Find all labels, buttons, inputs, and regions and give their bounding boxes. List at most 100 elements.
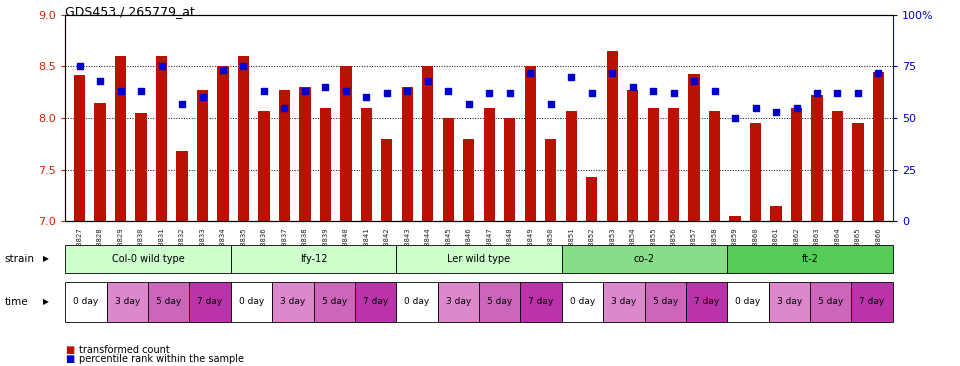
Bar xyxy=(771,206,781,221)
Bar xyxy=(340,66,351,221)
Bar xyxy=(197,90,208,221)
Point xyxy=(318,84,333,90)
Point xyxy=(789,105,804,111)
Point xyxy=(666,90,682,96)
Point xyxy=(605,70,620,75)
Bar xyxy=(791,108,803,221)
Point xyxy=(748,105,763,111)
Point xyxy=(482,90,497,96)
Text: time: time xyxy=(5,297,29,307)
Text: ■: ■ xyxy=(65,354,75,364)
Point xyxy=(215,68,230,74)
Text: 5 day: 5 day xyxy=(653,298,678,306)
Bar xyxy=(811,95,823,221)
Bar xyxy=(156,56,167,221)
Point xyxy=(72,63,87,69)
Bar xyxy=(401,87,413,221)
Text: 7 day: 7 day xyxy=(859,298,885,306)
Point xyxy=(829,90,845,96)
Text: 3 day: 3 day xyxy=(280,298,305,306)
Point xyxy=(686,78,702,84)
Point xyxy=(338,88,353,94)
Bar xyxy=(177,151,187,221)
Text: ■: ■ xyxy=(65,345,75,355)
Bar xyxy=(320,108,331,221)
Bar xyxy=(607,51,618,221)
Bar xyxy=(627,90,638,221)
Point xyxy=(154,63,169,69)
Bar xyxy=(463,139,474,221)
Point xyxy=(543,101,559,107)
Text: ft-2: ft-2 xyxy=(802,254,819,264)
Bar xyxy=(565,111,577,221)
Bar xyxy=(217,66,228,221)
Point xyxy=(236,63,252,69)
Bar xyxy=(832,111,843,221)
Text: 7 day: 7 day xyxy=(694,298,719,306)
Text: 0 day: 0 day xyxy=(404,298,430,306)
Text: Ler wild type: Ler wild type xyxy=(447,254,511,264)
Bar xyxy=(278,90,290,221)
Text: ▶: ▶ xyxy=(43,254,49,264)
Bar xyxy=(115,56,126,221)
Point xyxy=(625,84,640,90)
Point xyxy=(276,105,292,111)
Point xyxy=(851,90,866,96)
Point xyxy=(399,88,415,94)
Bar xyxy=(361,108,372,221)
Bar xyxy=(730,216,741,221)
Bar xyxy=(524,66,536,221)
Bar xyxy=(504,118,516,221)
Bar xyxy=(586,177,597,221)
Text: strain: strain xyxy=(5,254,35,264)
Point xyxy=(379,90,395,96)
Text: 5 day: 5 day xyxy=(818,298,844,306)
Text: lfy-12: lfy-12 xyxy=(300,254,327,264)
Text: 3 day: 3 day xyxy=(114,298,140,306)
Text: co-2: co-2 xyxy=(634,254,655,264)
Point xyxy=(707,88,722,94)
Text: transformed count: transformed count xyxy=(79,345,170,355)
Bar xyxy=(74,75,85,221)
Point xyxy=(113,88,129,94)
Point xyxy=(92,78,108,84)
Point xyxy=(359,94,374,100)
Point xyxy=(133,88,149,94)
Text: 0 day: 0 day xyxy=(570,298,595,306)
Bar xyxy=(422,66,434,221)
Bar xyxy=(94,102,106,221)
Text: 5 day: 5 day xyxy=(487,298,513,306)
Bar xyxy=(647,108,659,221)
Bar xyxy=(381,139,393,221)
Point xyxy=(645,88,660,94)
Bar xyxy=(443,118,454,221)
Point xyxy=(871,70,886,75)
Bar xyxy=(750,123,761,221)
Bar xyxy=(258,111,270,221)
Text: 5 day: 5 day xyxy=(156,298,181,306)
Text: GDS453 / 265779_at: GDS453 / 265779_at xyxy=(65,5,195,19)
Text: 0 day: 0 day xyxy=(735,298,760,306)
Bar xyxy=(135,113,147,221)
Point xyxy=(420,78,436,84)
Point xyxy=(564,74,579,80)
Bar xyxy=(300,87,311,221)
Text: 0 day: 0 day xyxy=(73,298,99,306)
Point xyxy=(175,101,190,107)
Bar xyxy=(873,71,884,221)
Point xyxy=(502,90,517,96)
Bar xyxy=(238,56,249,221)
Text: 0 day: 0 day xyxy=(239,298,264,306)
Text: 3 day: 3 day xyxy=(612,298,636,306)
Bar xyxy=(852,123,864,221)
Bar xyxy=(688,74,700,221)
Bar xyxy=(484,108,495,221)
Point xyxy=(728,115,743,121)
Bar xyxy=(668,108,680,221)
Bar xyxy=(709,111,720,221)
Point xyxy=(298,88,313,94)
Point xyxy=(768,109,783,115)
Bar xyxy=(545,139,557,221)
Point xyxy=(256,88,272,94)
Text: percentile rank within the sample: percentile rank within the sample xyxy=(79,354,244,364)
